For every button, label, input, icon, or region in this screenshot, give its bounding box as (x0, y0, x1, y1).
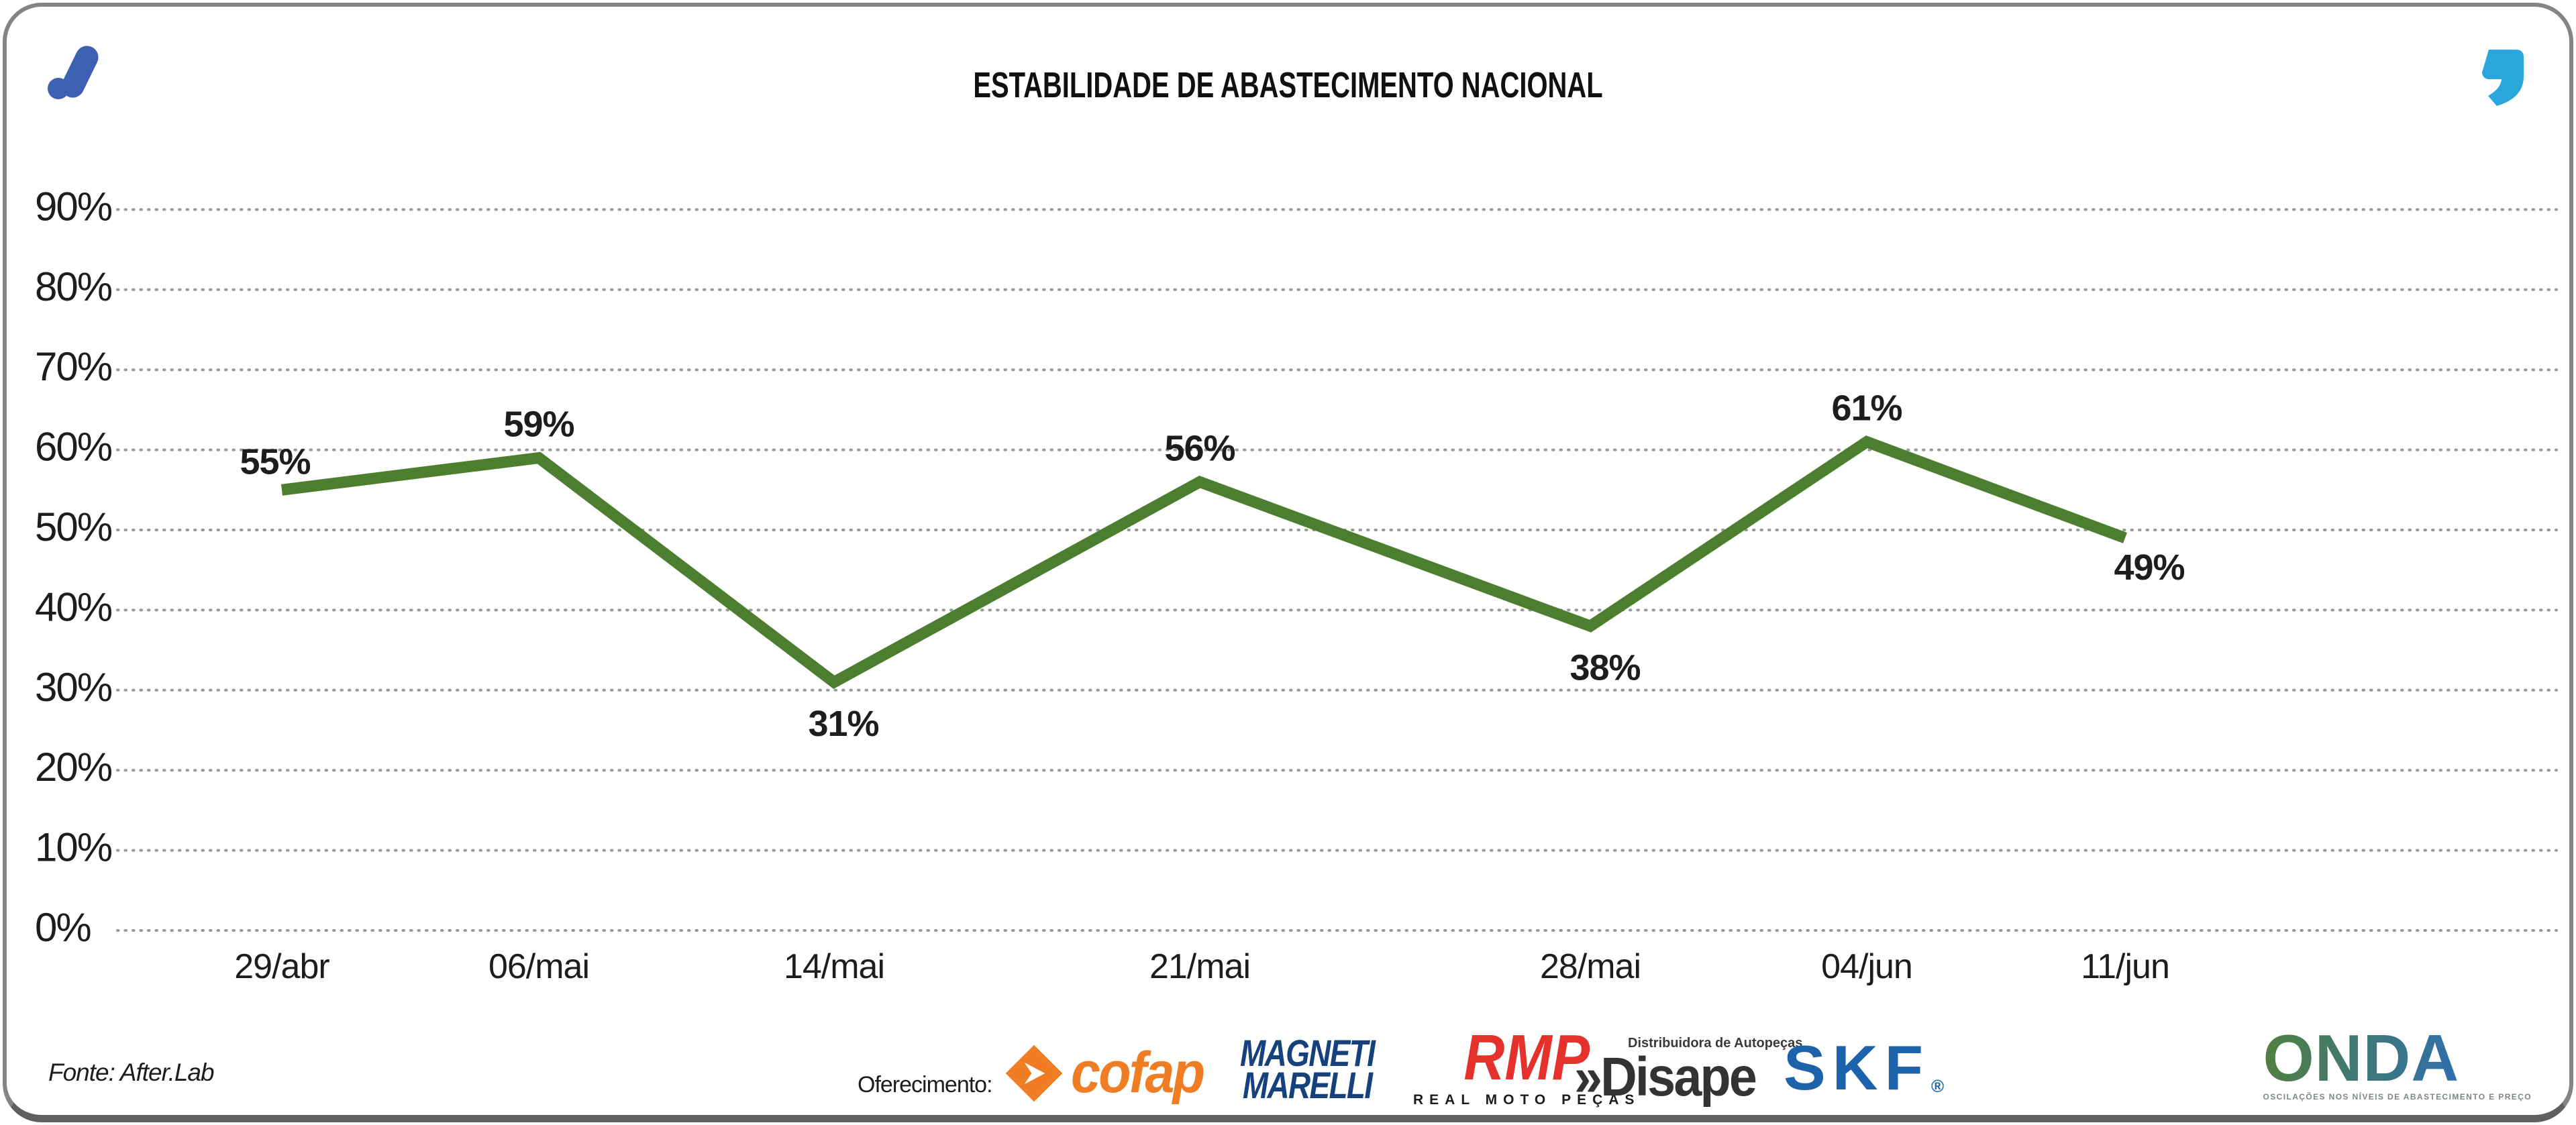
disape-wordmark: »Disape (1574, 1047, 1757, 1108)
point-label: 59% (503, 405, 574, 445)
x-tick-label: 21/mai (1149, 947, 1250, 986)
point-label: 56% (1164, 428, 1235, 468)
disape-subtitle: Distribuidora de Autopeças (1628, 1036, 1803, 1051)
y-tick-label: 30% (35, 665, 112, 710)
rmp-logo: RMP REAL MOTO PEÇAS (1413, 1022, 1641, 1108)
y-tick-label: 70% (35, 344, 112, 389)
point-label: 31% (808, 704, 878, 744)
x-tick-label: 04/jun (1821, 947, 1912, 986)
rmp-wordmark: RMP (1463, 1022, 1590, 1093)
onda-logo: ONDA OSCILAÇÕES NOS NÍVEIS DE ABASTECIME… (2263, 1021, 2532, 1102)
rmp-subtitle: REAL MOTO PEÇAS (1413, 1092, 1641, 1108)
magneti-line1: MAGNETI (1240, 1032, 1376, 1074)
y-tick-label: 20% (35, 745, 112, 790)
cofap-diamond-icon (1005, 1044, 1063, 1102)
y-tick-label: 10% (35, 825, 112, 870)
sponsors-label: Oferecimento: (858, 1072, 993, 1097)
y-tick-label: 0% (35, 905, 91, 950)
cofap-wordmark: cofap (1071, 1040, 1205, 1105)
onda-subtitle: OSCILAÇÕES NOS NÍVEIS DE ABASTECIMENTO E… (2263, 1092, 2532, 1102)
page-title: ESTABILIDADE DE ABASTECIMENTO NACIONAL (973, 65, 1603, 105)
y-tick-label: 50% (35, 504, 112, 549)
cofap-logo: cofap (1004, 1040, 1215, 1106)
infographic-card: ESTABILIDADE DE ABASTECIMENTO NACIONAL 9… (3, 3, 2573, 1122)
y-tick-label: 60% (35, 425, 112, 470)
y-tick-label: 90% (35, 184, 112, 229)
source-note: Fonte: After.Lab (48, 1059, 215, 1086)
quote-icon (2482, 50, 2524, 106)
x-tick-label: 14/mai (784, 947, 884, 986)
afterlab-logo-shapes (48, 46, 99, 99)
x-tick-label: 29/abr (234, 947, 329, 986)
disape-logo: Distribuidora de Autopeças »Disape (1574, 1036, 1803, 1108)
x-tick-label: 11/jun (2081, 947, 2169, 986)
point-label: 61% (1831, 388, 1902, 429)
disape-chevrons: » (1574, 1047, 1602, 1108)
y-tick-label: 40% (35, 584, 112, 629)
skf-wordmark: SKF (1784, 1032, 1930, 1103)
onda-wordmark: ONDA (2263, 1021, 2460, 1095)
skf-logo: SKF ® (1784, 1032, 1945, 1103)
series-line (280, 435, 2127, 689)
point-label: 38% (1569, 647, 1640, 688)
skf-registered-mark: ® (1931, 1075, 1945, 1096)
point-label: 49% (2114, 547, 2184, 588)
y-tick-label: 80% (35, 264, 112, 309)
point-label: 55% (240, 441, 310, 482)
x-tick-label: 28/mai (1540, 947, 1641, 986)
afterlab-logo-icon (48, 46, 99, 99)
magneti-marelli-logo: MAGNETI MARELLI (1240, 1032, 1376, 1107)
x-tick-label: 06/mai (488, 947, 589, 986)
quote-icon-path (2482, 50, 2524, 106)
line-chart: 90% 80% 70% 60% 50% 40% 30% 20% 10% 0% 29/abr 06/ma… (35, 184, 2558, 986)
magneti-line2: MARELLI (1242, 1064, 1373, 1107)
